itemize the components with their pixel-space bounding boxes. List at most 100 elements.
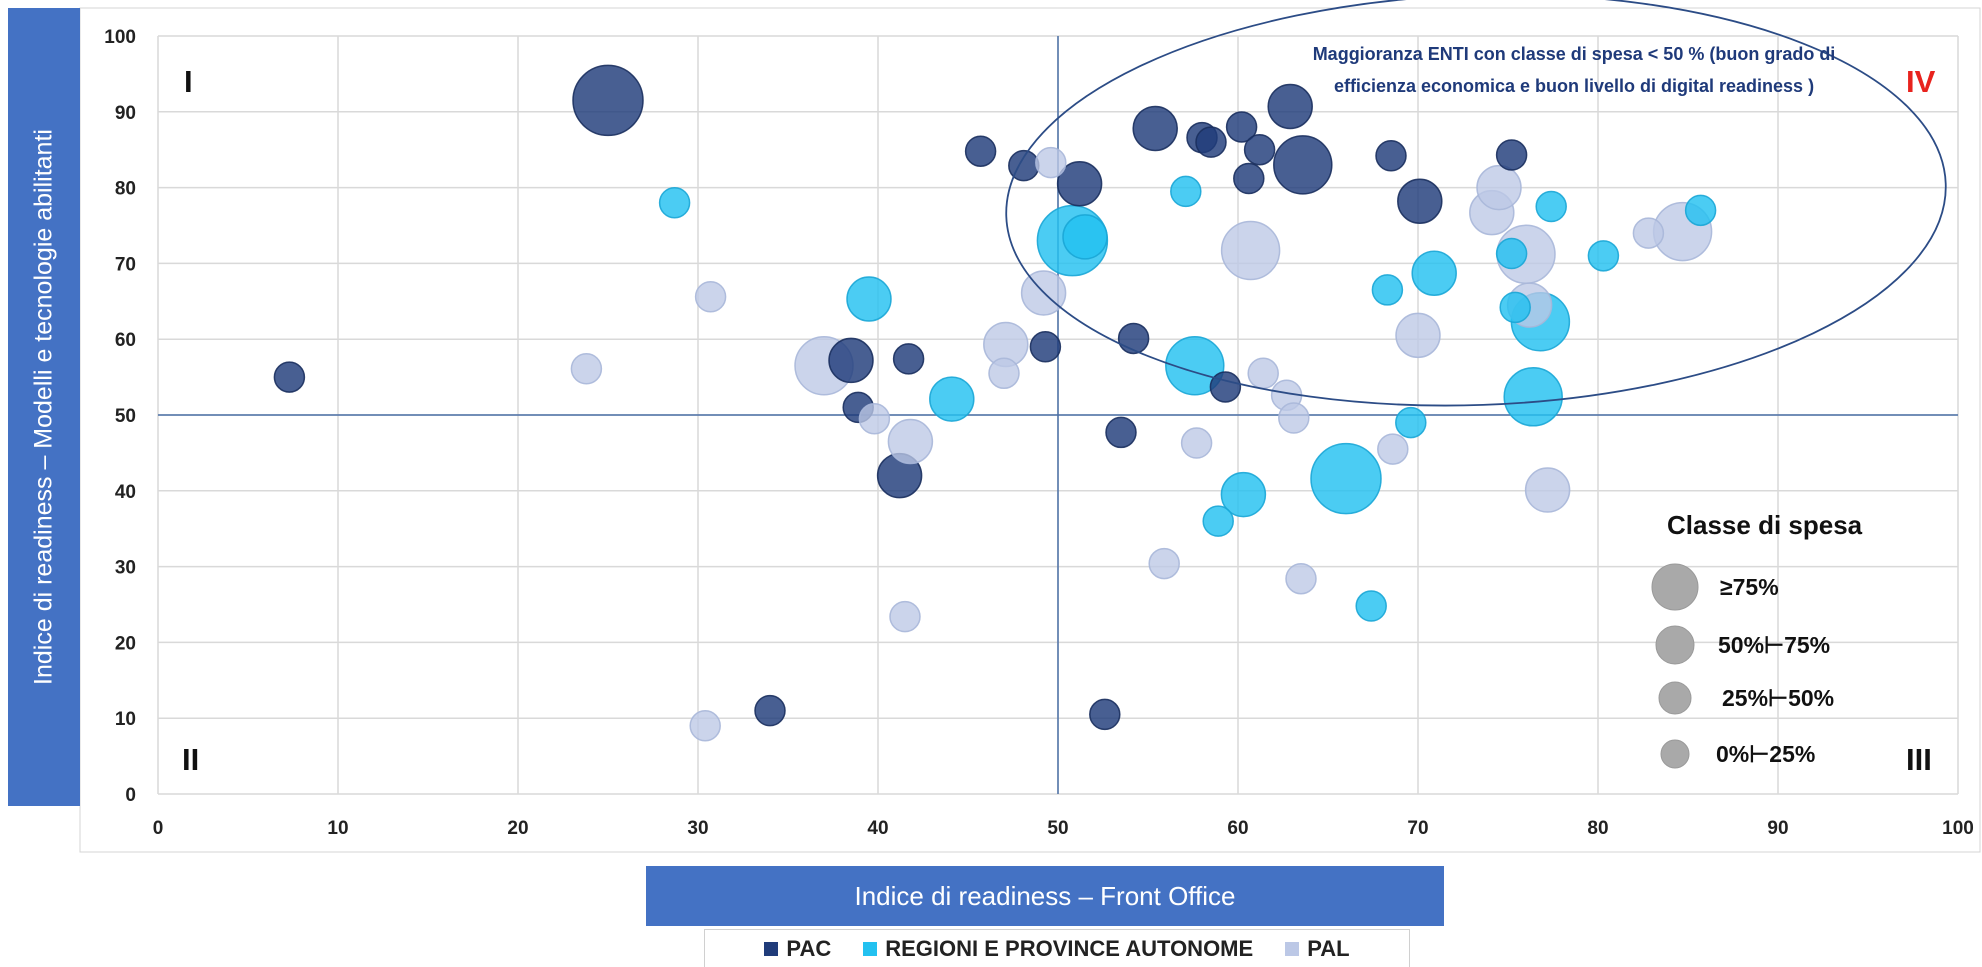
point-regioni-4 <box>1062 214 1108 260</box>
point-regioni-15 <box>1499 291 1531 324</box>
highlight-ellipse <box>1005 0 1947 407</box>
point-pac-1 <box>273 361 306 393</box>
size-legend: Classe di spesa ≥75% 50%⊢75% 25%⊢50% 0%⊢… <box>1651 510 1863 769</box>
x-axis-label-box: Indice di readiness – Front Office <box>646 866 1444 926</box>
quadrant-label-I: I <box>184 64 193 99</box>
x-axis-label: Indice di readiness – Front Office <box>854 880 1236 911</box>
size-legend-label-25-50: 25%⊢50% <box>1722 685 1834 711</box>
legend-item-pal: PAL <box>1285 935 1350 962</box>
point-pac-2 <box>754 694 786 727</box>
point-pal-6 <box>889 600 921 633</box>
point-pal-14 <box>1247 357 1279 390</box>
point-regioni-14 <box>1495 237 1528 270</box>
annotation-line-2: efficienza economica e buon livello di d… <box>1334 76 1814 96</box>
size-legend-label-75: ≥75% <box>1720 574 1779 600</box>
point-pac-24 <box>1105 416 1137 449</box>
point-pal-11 <box>1148 547 1180 580</box>
y-tick-label-40: 40 <box>115 482 136 503</box>
point-regioni-5 <box>1170 175 1202 208</box>
point-pal-16 <box>1278 402 1310 434</box>
size-legend-swatch-0-25 <box>1660 739 1690 769</box>
y-tick-label-0: 0 <box>125 785 136 806</box>
size-legend-title: Classe di spesa <box>1667 510 1863 540</box>
point-pac-15 <box>1397 178 1443 224</box>
point-pal-21 <box>1476 164 1522 211</box>
legend-swatch-regioni <box>863 941 878 956</box>
point-regioni-1 <box>846 276 892 322</box>
y-tick-label-10: 10 <box>115 709 136 730</box>
plot-frame <box>79 7 1981 853</box>
legend-label-regioni: REGIONI E PROVINCE AUTONOME <box>885 935 1254 961</box>
x-tick-label-30: 30 <box>687 818 708 839</box>
legend-label-pal: PAL <box>1307 935 1350 961</box>
x-tick-label-70: 70 <box>1407 818 1428 839</box>
x-tick-label-10: 10 <box>327 818 348 839</box>
y-axis-label: Indice di readiness – Modelli e tecnolog… <box>29 129 58 685</box>
point-regioni-9 <box>1310 442 1382 515</box>
y-tick-labels: 0 10 20 30 40 50 60 70 80 90 100 <box>104 27 136 806</box>
point-pal-0 <box>570 353 603 385</box>
y-axis-label-box <box>8 8 80 806</box>
point-pac-18 <box>892 343 925 375</box>
point-pac-23 <box>1209 371 1242 403</box>
annotation-line-1: Maggioranza ENTI con classe di spesa < 5… <box>1313 44 1836 64</box>
point-pac-6 <box>1132 105 1178 152</box>
legend-item-pac: PAC <box>764 936 831 962</box>
x-tick-label-100: 100 <box>1942 818 1974 839</box>
point-pal-2 <box>689 710 721 742</box>
y-tick-label-30: 30 <box>115 558 136 579</box>
point-regioni-19 <box>1587 240 1620 272</box>
point-pac-11 <box>1233 162 1265 195</box>
y-tick-label-60: 60 <box>115 330 136 351</box>
point-pal-12 <box>1180 427 1213 459</box>
y-tick-label-90: 90 <box>115 103 136 124</box>
x-tick-label-80: 80 <box>1587 818 1608 839</box>
legend-item-regioni: REGIONI E PROVINCE AUTONOME <box>863 936 1253 962</box>
point-pal-5 <box>887 418 934 465</box>
quadrant-label-IV: IV <box>1906 64 1936 99</box>
point-pal-10 <box>1035 146 1067 179</box>
series-legend: PAC REGIONI E PROVINCE AUTONOME PAL <box>704 929 1410 967</box>
size-legend-swatch-25-50 <box>1658 681 1692 715</box>
y-tick-label-50: 50 <box>115 406 136 427</box>
point-pal-17 <box>1285 562 1317 595</box>
x-tick-label-40: 40 <box>867 818 888 839</box>
size-legend-label-50-75: 50%⊢75% <box>1718 632 1830 658</box>
point-pac-13 <box>1273 135 1333 195</box>
point-pac-3 <box>964 135 997 167</box>
point-pac-21 <box>1029 331 1062 363</box>
x-tick-label-20: 20 <box>507 818 528 839</box>
point-regioni-12 <box>1395 406 1427 439</box>
data-points <box>273 64 1717 742</box>
x-tick-label-50: 50 <box>1047 818 1068 839</box>
y-tick-label-80: 80 <box>115 179 136 200</box>
point-pac-9 <box>1225 111 1258 143</box>
point-pal-18 <box>1377 433 1409 465</box>
point-pac-16 <box>1495 139 1528 171</box>
y-tick-label-20: 20 <box>115 633 136 654</box>
point-pal-19 <box>1395 312 1441 359</box>
point-regioni-7 <box>1220 471 1267 518</box>
y-tick-label-100: 100 <box>104 27 136 48</box>
legend-label-pac: PAC <box>786 935 832 961</box>
point-regioni-13 <box>1411 250 1457 297</box>
x-tick-label-60: 60 <box>1227 818 1248 839</box>
point-pac-5 <box>1056 161 1103 207</box>
y-tick-label-70: 70 <box>115 254 136 275</box>
point-pac-0 <box>572 64 644 137</box>
quadrant-label-II: II <box>182 742 199 777</box>
size-legend-swatch-50-75 <box>1655 625 1695 665</box>
point-regioni-0 <box>658 187 691 219</box>
point-pac-12 <box>1267 83 1313 130</box>
point-regioni-18 <box>1535 190 1567 223</box>
point-pal-25 <box>1632 217 1665 249</box>
point-regioni-10 <box>1355 590 1387 622</box>
point-pal-8 <box>988 357 1020 390</box>
point-pal-13 <box>1220 220 1281 281</box>
point-regioni-6 <box>1165 335 1225 396</box>
point-regioni-11 <box>1371 274 1404 306</box>
point-pac-17 <box>828 337 874 384</box>
point-pac-8 <box>1195 126 1227 158</box>
